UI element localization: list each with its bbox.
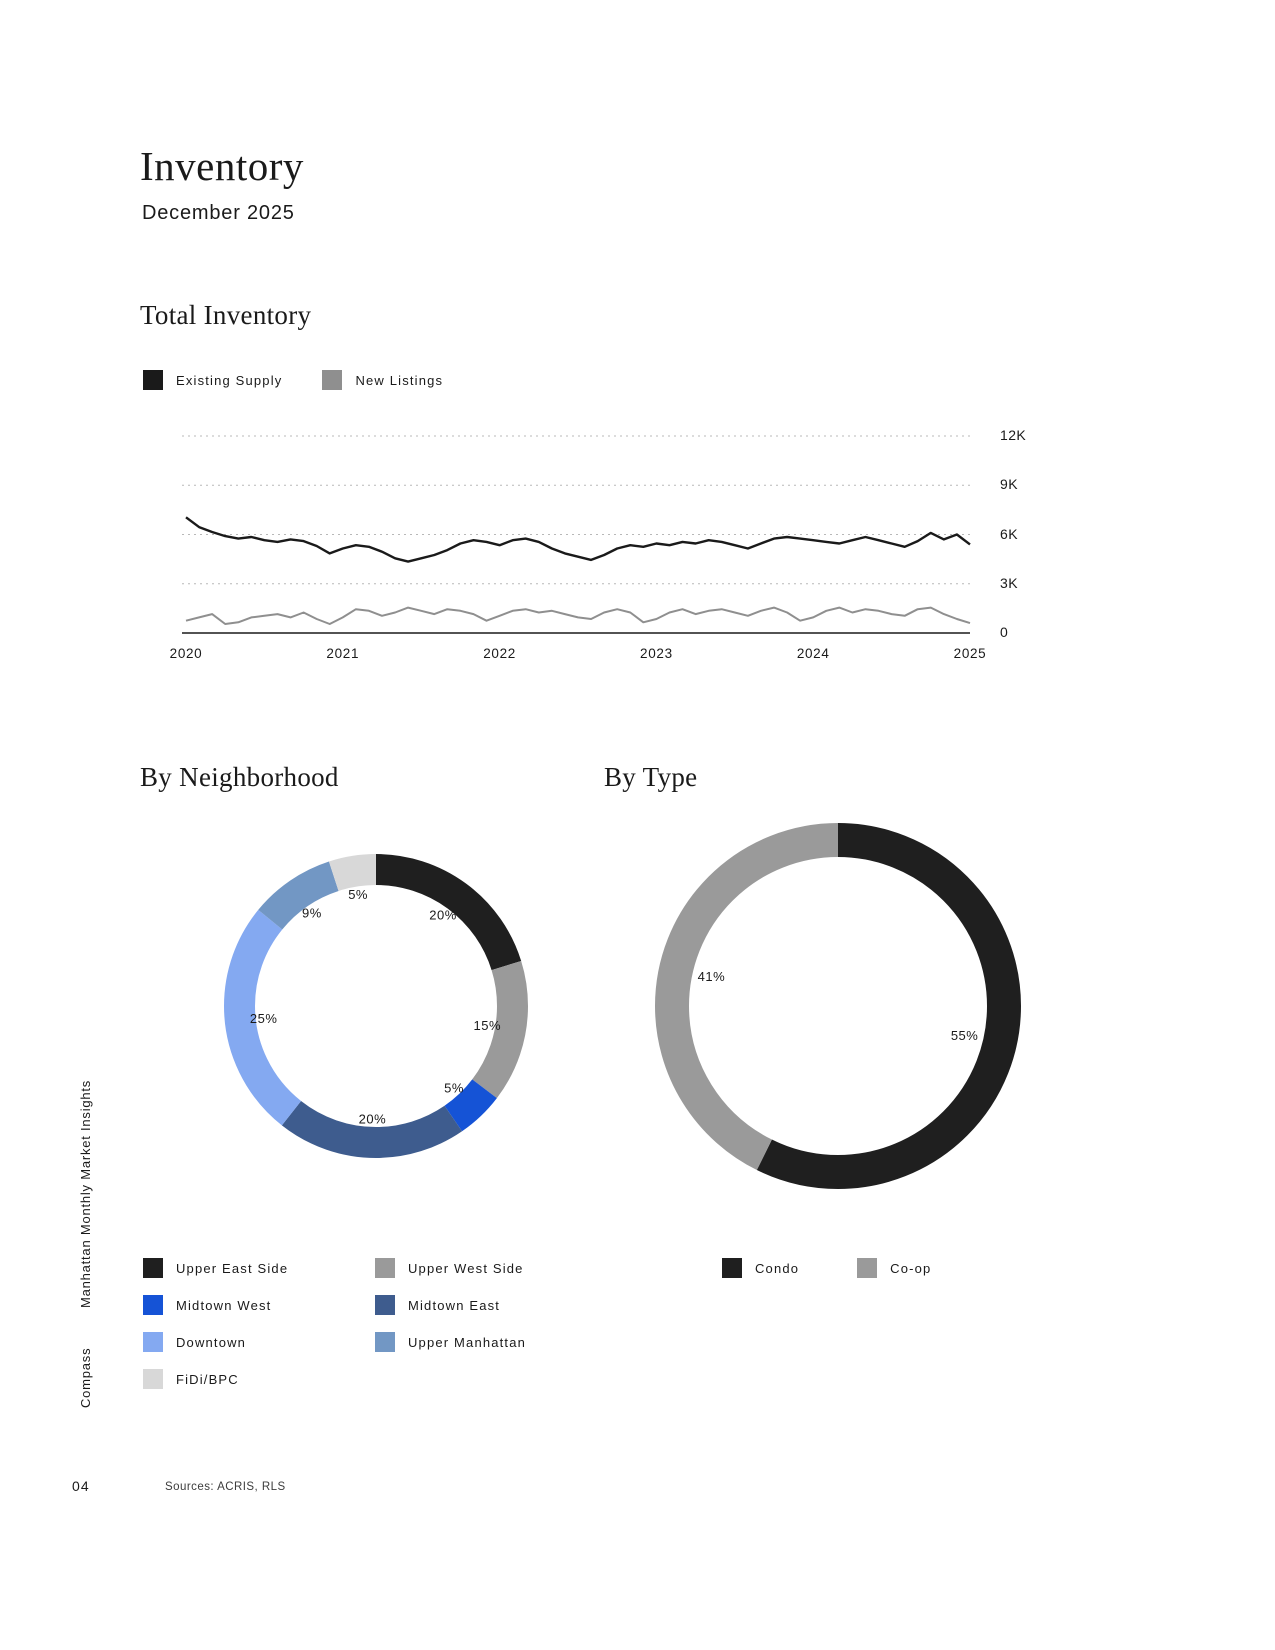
legend-item-upper-manhattan: Upper Manhattan <box>375 1332 607 1352</box>
page-title: Inventory <box>140 143 304 189</box>
y-axis-tick-label: 3K <box>1000 574 1018 591</box>
legend-item-condo: Condo <box>722 1258 799 1278</box>
by-neighborhood-donut-chart: 20% 15% 5% 20% 25% 9% 5% <box>224 854 528 1158</box>
x-axis-tick-label: 2020 <box>169 646 203 661</box>
line-chart-legend: Existing Supply New Listings <box>143 370 443 390</box>
legend-label: Midtown West <box>176 1297 272 1313</box>
legend-label: Downtown <box>176 1334 247 1350</box>
legend-item-fidi-bpc: FiDi/BPC <box>143 1369 375 1389</box>
sidebar-brand: Compass <box>78 1347 93 1408</box>
legend-swatch <box>375 1295 395 1315</box>
legend-item-co-op: Co-op <box>857 1258 931 1278</box>
x-axis-tick-label: 2022 <box>483 646 516 661</box>
legend-label: Existing Supply <box>176 372 283 388</box>
donut-percent-label-condo: 55% <box>951 1028 979 1043</box>
y-axis-tick-label: 9K <box>1000 476 1018 493</box>
by-type-legend: Condo Co-op <box>722 1258 931 1278</box>
legend-item-midtown-west: Midtown West <box>143 1295 375 1315</box>
series-line-existing-supply <box>185 516 971 563</box>
donut-segment-midtown-east <box>224 854 528 1158</box>
donut-percent-label-upper-west-side: 15% <box>474 1018 502 1033</box>
legend-swatch <box>143 1369 163 1389</box>
legend-swatch <box>322 370 343 390</box>
legend-label: Midtown East <box>408 1297 501 1313</box>
series-line-new-listings <box>185 606 971 625</box>
legend-label: New Listings <box>355 372 444 388</box>
page-number: 04 <box>72 1478 90 1494</box>
section-heading-total-inventory: Total Inventory <box>140 300 312 330</box>
legend-label: Condo <box>755 1260 800 1276</box>
legend-swatch <box>143 1295 163 1315</box>
sidebar-report-title: Manhattan Monthly Market Insights <box>78 1079 93 1308</box>
legend-label: Upper Manhattan <box>408 1334 527 1350</box>
x-axis-tick-label: 2023 <box>640 646 673 661</box>
donut-percent-label-midtown-west: 5% <box>444 1080 464 1095</box>
section-heading-by-type: By Type <box>604 762 698 792</box>
page-subtitle: December 2025 <box>142 202 295 224</box>
sources-note: Sources: ACRIS, RLS <box>165 1481 286 1493</box>
section-heading-by-neighborhood: By Neighborhood <box>140 762 339 792</box>
total-inventory-line-chart: 12K 9K 6K 3K 0 2020 2021 2022 2023 2024 2025 <box>148 416 1108 696</box>
x-axis-tick-label: 2025 <box>953 646 987 661</box>
legend-label: Co-op <box>890 1260 932 1276</box>
legend-item-upper-west-side: Upper West Side <box>375 1258 607 1278</box>
y-axis-tick-label: 12K <box>1000 427 1027 443</box>
legend-item-downtown: Downtown <box>143 1332 375 1352</box>
legend-swatch <box>722 1258 742 1278</box>
legend-item-existing-supply: Existing Supply <box>143 370 282 390</box>
donut-segment-fidi-bpc <box>224 854 528 1158</box>
line-chart-canvas <box>182 435 971 634</box>
legend-item-new-listings: New Listings <box>322 370 443 390</box>
legend-label: Upper East Side <box>176 1260 289 1276</box>
legend-item-upper-east-side: Upper East Side <box>143 1258 375 1278</box>
donut-percent-label-midtown-east: 20% <box>359 1111 387 1126</box>
by-neighborhood-legend: Upper East Side Upper West Side Midtown We… <box>143 1258 607 1389</box>
legend-swatch <box>143 1258 163 1278</box>
legend-swatch <box>375 1332 395 1352</box>
legend-swatch <box>857 1258 878 1278</box>
donut-percent-label-upper-east-side: 20% <box>429 908 457 923</box>
donut-segment-downtown <box>224 854 528 1158</box>
donut-percent-label-co-op: 41% <box>698 969 726 984</box>
x-axis-tick-label: 2024 <box>796 646 830 661</box>
donut-segment-upper-west-side <box>224 854 528 1158</box>
legend-swatch <box>143 370 163 390</box>
legend-label: FiDi/BPC <box>176 1371 239 1387</box>
x-axis-tick-label: 2021 <box>326 646 360 661</box>
y-axis-tick-label: 0 <box>1000 624 1009 640</box>
legend-item-midtown-east: Midtown East <box>375 1295 607 1315</box>
donut-segment-co-op <box>655 823 1021 1189</box>
donut-percent-label-fidi-bpc: 5% <box>348 887 368 902</box>
donut-percent-label-upper-manhattan: 9% <box>302 905 322 920</box>
y-axis-tick-label: 6K <box>1000 525 1018 542</box>
legend-swatch <box>143 1332 163 1352</box>
legend-swatch <box>375 1258 395 1278</box>
donut-percent-label-downtown: 25% <box>250 1011 278 1026</box>
legend-label: Upper West Side <box>408 1260 524 1276</box>
by-type-donut-chart: 55% 41% <box>655 823 1021 1189</box>
